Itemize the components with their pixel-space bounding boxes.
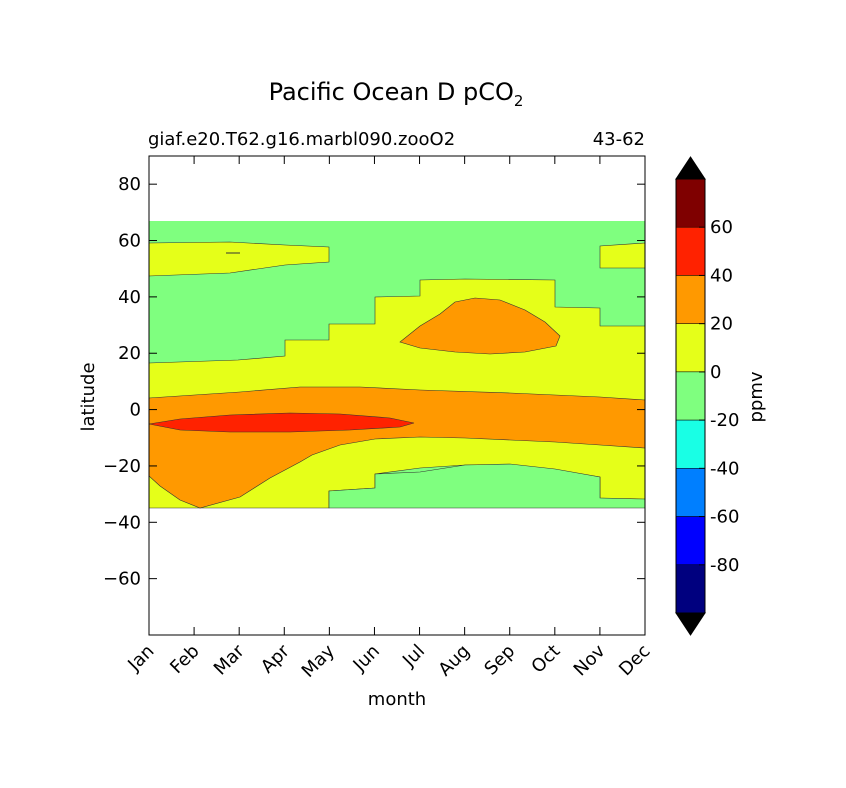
colorbar-extend-bottom — [675, 612, 706, 636]
y-tick-label: 0 — [130, 400, 141, 421]
x-tick-label: Jul — [398, 641, 429, 672]
colorbar-tick-label: -20 — [710, 410, 739, 431]
plot-area — [148, 155, 646, 636]
y-axis-label: latitude — [78, 362, 99, 431]
x-tick-label: Dec — [615, 641, 654, 680]
y-tick-label: 80 — [118, 174, 141, 195]
y-tick-label: −40 — [103, 512, 141, 533]
x-tick-label: Feb — [166, 641, 203, 678]
colorbar-segment — [675, 226, 706, 276]
x-tick-label: May — [298, 640, 339, 681]
colorbar-tick-label: 60 — [710, 217, 733, 238]
subtitle-right: 43-62 — [593, 129, 645, 150]
y-tick-label: −20 — [103, 456, 141, 477]
colorbar-tick-label: 0 — [710, 362, 721, 383]
colorbar-tick-label: -80 — [710, 555, 739, 576]
colorbar: 60 40 20 0 -20 -40 -60 -80 — [675, 156, 739, 636]
colorbar-segment — [675, 564, 706, 614]
region-orange-north-blob — [399, 297, 561, 355]
region-red-core — [148, 412, 415, 433]
colorbar-tick-label: 20 — [710, 314, 733, 335]
colorbar-tick-label: -40 — [710, 458, 739, 479]
x-axis-label: month — [368, 689, 426, 710]
x-tick-label: Sep — [480, 641, 519, 680]
x-tick-label: Aug — [434, 641, 474, 681]
x-tick-label: Jan — [123, 641, 158, 676]
colorbar-tick-label: 40 — [710, 265, 733, 286]
y-tick-label: 20 — [118, 343, 141, 364]
chart-title-subscript: 2 — [514, 92, 524, 110]
colorbar-segment — [675, 275, 706, 324]
subtitle-left: giaf.e20.T62.g16.marbl090.zooO2 — [148, 129, 455, 150]
colorbar-label: ppmv — [746, 371, 767, 422]
colorbar-segment — [675, 371, 706, 421]
colorbar-segment — [675, 468, 706, 517]
y-axis: 80 60 40 20 0 −20 −40 −60 — [103, 174, 645, 590]
y-tick-label: 60 — [118, 231, 141, 252]
colorbar-segment — [675, 419, 706, 469]
colorbar-frame — [675, 178, 706, 614]
region-north-yellow-west — [148, 241, 330, 277]
x-tick-label: Apr — [257, 640, 294, 677]
x-tick-label: Nov — [570, 640, 610, 680]
x-tick-label: Mar — [210, 640, 249, 679]
colorbar-segment — [675, 178, 706, 228]
colorbar-extend-top — [675, 156, 706, 180]
region-north-yellow-east — [599, 242, 646, 269]
y-tick-label: −60 — [103, 569, 141, 590]
colorbar-tick-label: -60 — [710, 507, 739, 528]
colorbar-segment — [675, 516, 706, 566]
colorbar-segment — [675, 323, 706, 373]
x-tick-label: Oct — [527, 641, 564, 678]
plot-frame — [148, 155, 646, 636]
chart-title: Pacific Ocean D pCO2 — [269, 78, 524, 110]
x-tick-label: Jun — [349, 641, 384, 676]
y-tick-label: 40 — [118, 287, 141, 308]
